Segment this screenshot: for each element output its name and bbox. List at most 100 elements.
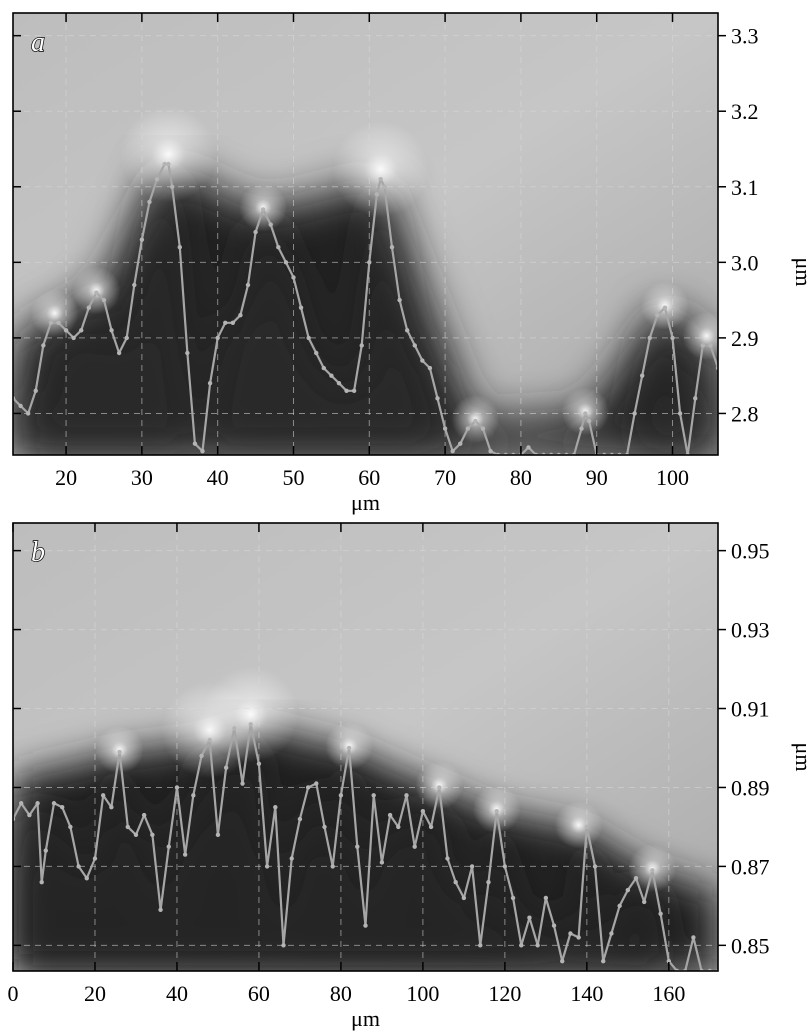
y-tick-label: 0.95 (731, 539, 770, 564)
y-tick-label: 0.89 (731, 775, 770, 800)
profile-point (25, 411, 31, 416)
profile-point (473, 418, 478, 424)
profile-point (445, 856, 450, 861)
profile-point (658, 911, 663, 916)
profile-point (253, 229, 258, 235)
panel-a-x-axis-title: μm (351, 490, 380, 515)
profile-point (465, 426, 471, 431)
peak-highlight (332, 121, 429, 218)
profile-point (560, 958, 565, 964)
profile-point (232, 726, 237, 731)
profile-point (215, 335, 220, 341)
profile-point (453, 879, 458, 885)
profile-point (378, 177, 383, 182)
profile-point (150, 832, 155, 838)
profile-point (344, 388, 349, 393)
profile-point (314, 350, 319, 356)
profile-point (174, 785, 180, 790)
profile-point (162, 161, 167, 167)
panel-b: 0 20 40 60 80 100 120 140 160 0.850.870.890.910.… (8, 522, 812, 1031)
profile-point (305, 785, 311, 790)
profile-point (478, 943, 483, 948)
profile-point (617, 903, 622, 909)
profile-point (76, 864, 81, 869)
profile-point (387, 812, 393, 818)
profile-point (535, 943, 540, 948)
profile-point (420, 358, 425, 363)
profile-point (27, 812, 32, 818)
profile-point (166, 844, 171, 849)
profile-point (389, 245, 395, 250)
profile-point (579, 426, 584, 431)
profile-point (647, 335, 652, 341)
profile-point (199, 753, 204, 759)
profile-point (708, 343, 713, 348)
profile-point (223, 765, 229, 770)
x-tick-label: 80 (330, 981, 352, 1006)
x-tick-label: 160 (652, 981, 685, 1006)
profile-point (336, 381, 342, 386)
profile-point (125, 824, 130, 830)
profile-point (289, 856, 294, 861)
profile-point (586, 418, 592, 424)
profile-point (642, 899, 647, 905)
profile-point (693, 396, 698, 401)
peak-highlight (554, 800, 603, 849)
profile-point (158, 907, 163, 913)
profile-point (359, 343, 364, 348)
y-tick-label: 2.8 (731, 401, 759, 426)
panel-a-y-axis-title: μm (791, 258, 812, 287)
y-tick-label: 3.1 (731, 175, 759, 200)
profile-point (18, 801, 24, 806)
panel-b-height-profile (13, 722, 718, 971)
profile-point (338, 793, 344, 798)
panel-b-x-tick-labels: 0 20 40 60 80 100 120 140 160 (8, 981, 686, 1006)
y-tick-label: 2.9 (731, 326, 759, 351)
profile-point (677, 411, 683, 416)
x-tick-label: 0 (8, 981, 19, 1006)
profile-point (322, 824, 327, 830)
x-tick-label: 40 (207, 465, 229, 490)
profile-point (240, 781, 245, 786)
profile-point (543, 895, 549, 901)
profile-point (48, 320, 54, 325)
profile-point (355, 844, 360, 849)
profile-point (367, 260, 372, 265)
profile-point (109, 804, 114, 810)
profile-point (314, 781, 319, 786)
profile-point (633, 876, 639, 881)
profile-point (469, 864, 475, 869)
profile-point (526, 445, 531, 450)
panel-b-grid (13, 523, 718, 971)
profile-point (39, 879, 44, 885)
profile-point (450, 449, 455, 454)
panel-b-label: b (31, 537, 45, 568)
profile-point (412, 844, 417, 849)
panel-a-frame (12, 12, 719, 456)
profile-point (437, 785, 442, 790)
profile-point (291, 275, 296, 280)
profile-point (519, 943, 524, 948)
profile-point (68, 824, 73, 830)
profile-point (306, 335, 311, 341)
x-tick-label: 90 (586, 465, 608, 490)
profile-point (461, 895, 467, 901)
x-tick-label: 70 (434, 465, 456, 490)
x-tick-label: 40 (166, 981, 188, 1006)
profile-point (185, 350, 190, 356)
profile-point (132, 282, 137, 288)
profile-point (670, 335, 675, 341)
x-tick-label: 50 (282, 465, 304, 490)
profile-point (154, 177, 160, 182)
profile-point (100, 793, 106, 798)
profile-point (639, 373, 645, 378)
profile-point (363, 923, 368, 928)
profile-point (276, 245, 281, 250)
panel-a-y-tick-labels: 2.8 2.9 3.0 3.1 3.2 3.3 (731, 24, 759, 427)
profile-point (283, 260, 289, 265)
profile-point (632, 411, 637, 416)
profile-point (117, 749, 122, 755)
profile-point (330, 864, 335, 869)
profile-point (494, 808, 499, 814)
profile-point (79, 328, 84, 333)
